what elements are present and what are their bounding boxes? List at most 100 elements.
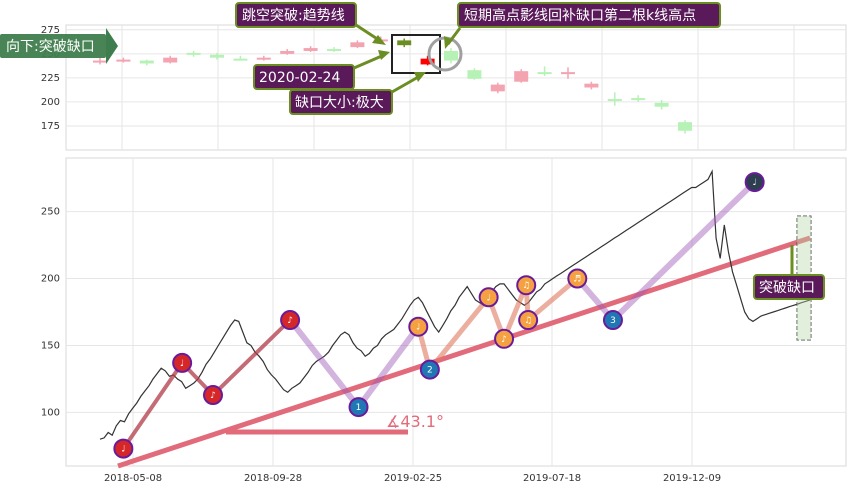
pattern-marker: ♪ <box>202 385 223 406</box>
pattern-marker-dot <box>113 438 134 459</box>
y-tick-label: 200 <box>41 97 60 108</box>
candle-body <box>303 48 318 51</box>
candle-body <box>350 42 365 48</box>
pattern-marker-label: ♬ <box>573 275 581 285</box>
x-tick-label: 2019-02-25 <box>384 473 442 484</box>
pattern-marker-dot <box>348 397 369 418</box>
candle <box>678 120 692 134</box>
candle <box>256 55 271 61</box>
pattern-markers: ♩ ♩ ♪ ♪ 1 ♩ 2 ♩ ♪ ♫ ♫ ♬ 3 ♩ <box>113 172 765 459</box>
candle-body <box>233 58 248 61</box>
candle-body <box>327 49 341 52</box>
candle-body <box>280 50 295 54</box>
pattern-marker-label: ♩ <box>487 293 491 303</box>
candle <box>584 81 599 90</box>
annotation-text-gapfill: 短期高点影线回补缺口第二根k线高点 <box>464 7 696 24</box>
pattern-marker: ♫ <box>518 310 539 331</box>
pattern-marker-dot <box>744 172 765 193</box>
annotation-text-date: 2020-02-24 <box>259 70 340 86</box>
candle <box>116 57 131 63</box>
candle-body <box>631 98 646 101</box>
pattern-red <box>121 318 292 450</box>
candle <box>210 52 224 60</box>
x-axis-ticks: 2018-05-08 2018-09-28 2019-02-25 2019-07-18… <box>104 473 721 484</box>
pattern-marker-label: ♪ <box>210 391 216 401</box>
candle <box>233 55 248 61</box>
y-axis-ticks: 100 150 200 250 <box>41 207 60 419</box>
candle <box>303 46 318 52</box>
candle <box>397 38 412 48</box>
candle-body <box>514 71 529 82</box>
pattern-marker: ♪ <box>280 310 301 331</box>
x-tick-label: 2018-09-28 <box>244 473 302 484</box>
pattern-marker-label: ♩ <box>121 445 125 455</box>
candle <box>420 55 435 66</box>
candle-body <box>420 58 435 65</box>
candle-body <box>93 60 107 63</box>
line-panel: 100 150 200 250 2018-05-08 2018-09-28 2019-02… <box>41 157 847 484</box>
pattern-marker: ♩ <box>744 172 765 193</box>
pattern-marker-dot <box>494 328 515 349</box>
pattern-marker-label: ♫ <box>524 316 532 326</box>
candle <box>444 48 458 64</box>
callout-date: 2020-02-24 <box>253 50 390 90</box>
candle-body <box>186 52 201 55</box>
y-tick-label: 250 <box>41 207 60 218</box>
y-tick-label: 275 <box>41 25 60 36</box>
pattern-marker: 1 <box>348 397 369 418</box>
candle <box>607 92 622 106</box>
candle-body <box>210 54 224 58</box>
pattern-marker: ♬ <box>567 268 588 289</box>
candlestick-panel: 175200225250275 向下:突破缺口 跳空突破:趋势线 短期高点影线回… <box>0 2 847 151</box>
pattern-marker: ♪ <box>494 328 515 349</box>
candle-body <box>444 50 458 61</box>
pattern-marker-label: 3 <box>610 316 616 326</box>
candle-body <box>163 57 178 63</box>
pattern-marker-dot <box>172 352 193 373</box>
candle <box>93 57 107 65</box>
candle <box>561 67 575 79</box>
pattern-marker: 2 <box>419 359 440 380</box>
pattern-marker-label: ♫ <box>522 281 530 291</box>
candle-body <box>607 99 622 102</box>
pattern-marker: ♫ <box>516 275 537 296</box>
pattern-marker-dot <box>602 310 623 331</box>
pattern-marker-dot <box>478 287 499 308</box>
panel-frame <box>65 157 847 467</box>
candle <box>139 59 154 66</box>
candles <box>93 36 692 134</box>
callout-trend-gap: 跳空突破:趋势线 <box>235 2 386 45</box>
candle <box>490 82 505 94</box>
pattern-marker-label: 1 <box>356 403 362 413</box>
annotation-text-size: 缺口大小:极大 <box>295 95 384 111</box>
candle-body <box>467 70 482 79</box>
candle <box>327 47 341 52</box>
candle-body <box>490 84 505 92</box>
candle <box>163 55 178 64</box>
pattern-marker-dot <box>280 310 301 331</box>
pattern-marker: ♩ <box>478 287 499 308</box>
pattern-marker-label: 2 <box>427 366 433 376</box>
pattern-marker: ♩ <box>172 352 193 373</box>
pattern-marker-label: ♪ <box>501 335 507 345</box>
candle <box>631 95 646 102</box>
trend-angle-label: ∡43.1° <box>386 412 444 431</box>
x-tick-label: 2019-07-18 <box>523 473 581 484</box>
candle <box>537 66 552 76</box>
x-tick-label: 2018-05-08 <box>104 473 162 484</box>
candle-body <box>537 72 552 75</box>
candle-body <box>584 83 599 88</box>
pattern-marker-label: ♩ <box>180 359 184 369</box>
candle <box>280 49 295 55</box>
candle-body <box>678 122 692 131</box>
pattern-marker: 3 <box>602 310 623 331</box>
pattern-marker-label: ♪ <box>287 316 293 326</box>
annotation-text-breakout: 突破缺口 <box>759 280 815 296</box>
pattern-marker-dot <box>408 316 429 337</box>
candle-body <box>256 57 271 60</box>
candle-body <box>397 40 412 46</box>
callout-gap-fill: 短期高点影线回补缺口第二根k线高点 <box>444 2 721 49</box>
candle-body <box>139 60 154 64</box>
x-tick-label: 2019-12-09 <box>663 473 721 484</box>
